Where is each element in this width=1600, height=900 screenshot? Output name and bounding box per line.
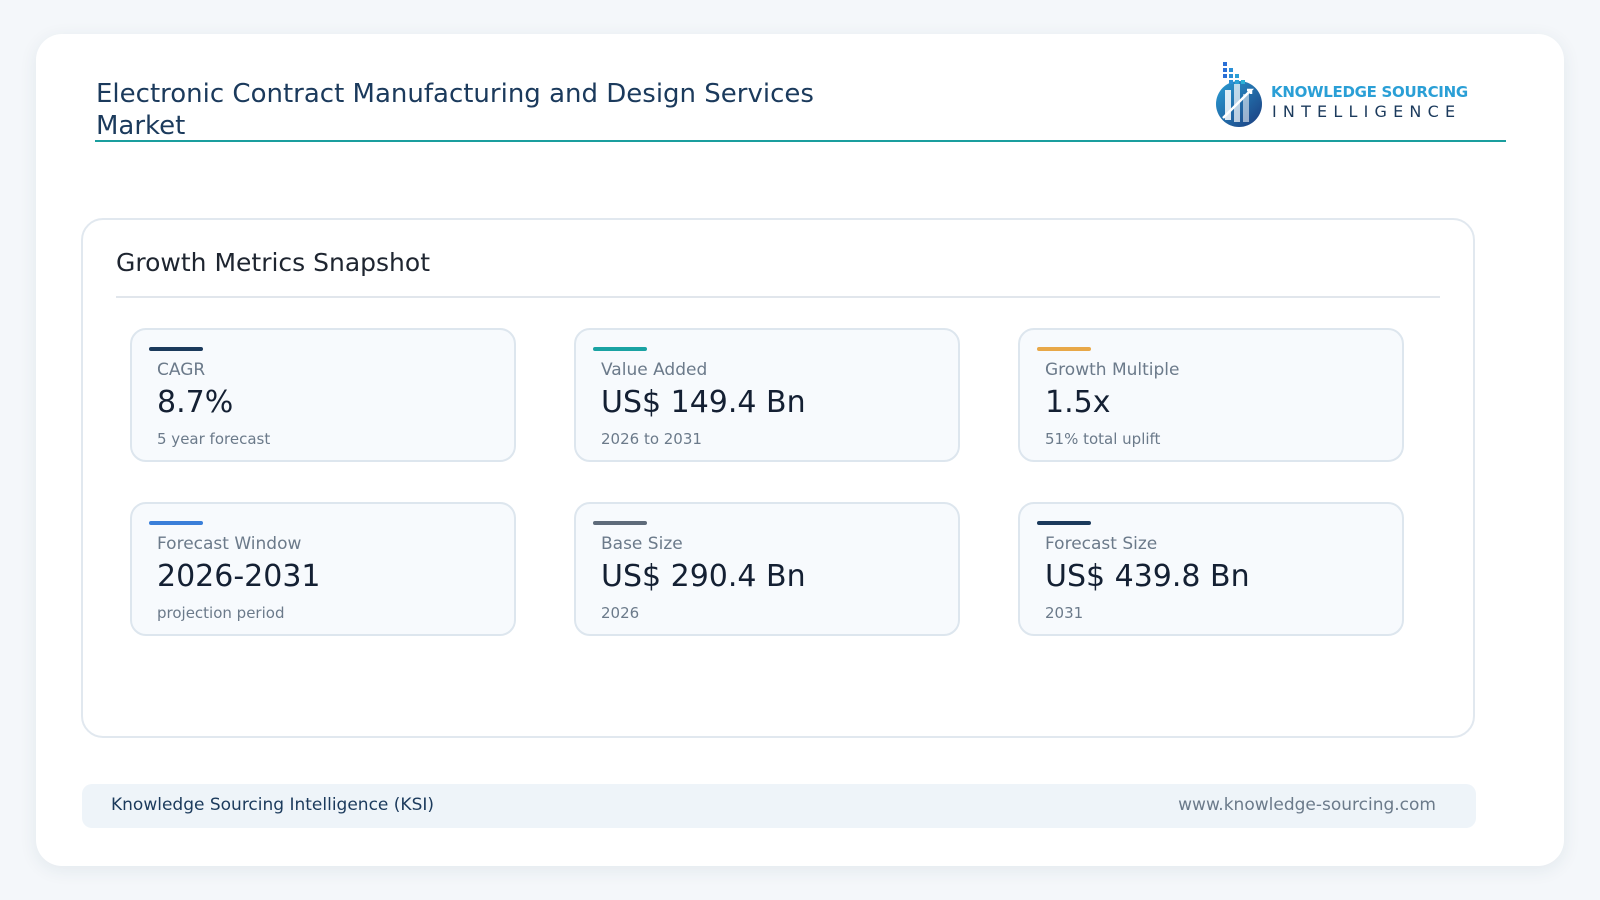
metric-card-base-size: Base Size US$ 290.4 Bn 2026	[574, 502, 960, 636]
panel-divider	[116, 296, 1440, 298]
logo-text-primary: KNOWLEDGE SOURCING	[1271, 83, 1468, 101]
metric-card-forecast-window: Forecast Window 2026-2031 projection per…	[130, 502, 516, 636]
ksi-logo-icon	[1216, 62, 1262, 127]
metric-value: US$ 290.4 Bn	[601, 559, 806, 594]
metric-card-forecast-size: Forecast Size US$ 439.8 Bn 2031	[1018, 502, 1404, 636]
page-title: Electronic Contract Manufacturing and De…	[96, 79, 814, 141]
metric-label: CAGR	[157, 360, 206, 380]
card-accent-bar	[149, 521, 203, 525]
metric-label: Forecast Size	[1045, 534, 1158, 554]
metric-note: 2026 to 2031	[601, 430, 702, 448]
logo-text-secondary: INTELLIGENCE	[1272, 102, 1462, 121]
metric-label: Growth Multiple	[1045, 360, 1180, 380]
metric-note: projection period	[157, 604, 285, 622]
card-accent-bar	[1037, 347, 1091, 351]
panel-title: Growth Metrics Snapshot	[116, 248, 431, 277]
metric-label: Forecast Window	[157, 534, 302, 554]
metric-note: 2031	[1045, 604, 1084, 622]
footer-company: Knowledge Sourcing Intelligence (KSI)	[111, 795, 435, 815]
metric-value: US$ 439.8 Bn	[1045, 559, 1250, 594]
footer-website-link[interactable]: www.knowledge-sourcing.com	[1178, 795, 1436, 815]
ksi-logo: KNOWLEDGE SOURCING INTELLIGENCE	[1211, 60, 1471, 130]
metric-value: 1.5x	[1045, 385, 1111, 420]
card-accent-bar	[149, 347, 203, 351]
metric-value: 2026-2031	[157, 559, 321, 594]
metric-card-cagr: CAGR 8.7% 5 year forecast	[130, 328, 516, 462]
metric-label: Value Added	[601, 360, 708, 380]
metric-card-growth-multiple: Growth Multiple 1.5x 51% total uplift	[1018, 328, 1404, 462]
footer-bar: Knowledge Sourcing Intelligence (KSI) ww…	[82, 784, 1476, 828]
card-accent-bar	[593, 521, 647, 525]
growth-metrics-panel: Growth Metrics Snapshot CAGR 8.7% 5 year…	[81, 218, 1475, 738]
metric-note: 2026	[601, 604, 640, 622]
metric-note: 5 year forecast	[157, 430, 271, 448]
metric-value: US$ 149.4 Bn	[601, 385, 806, 420]
metric-note: 51% total uplift	[1045, 430, 1161, 448]
report-frame: Electronic Contract Manufacturing and De…	[36, 34, 1564, 866]
metric-label: Base Size	[601, 534, 683, 554]
metric-value: 8.7%	[157, 385, 234, 420]
metric-card-value-added: Value Added US$ 149.4 Bn 2026 to 2031	[574, 328, 960, 462]
card-accent-bar	[1037, 521, 1091, 525]
card-accent-bar	[593, 347, 647, 351]
header-divider	[95, 140, 1506, 142]
